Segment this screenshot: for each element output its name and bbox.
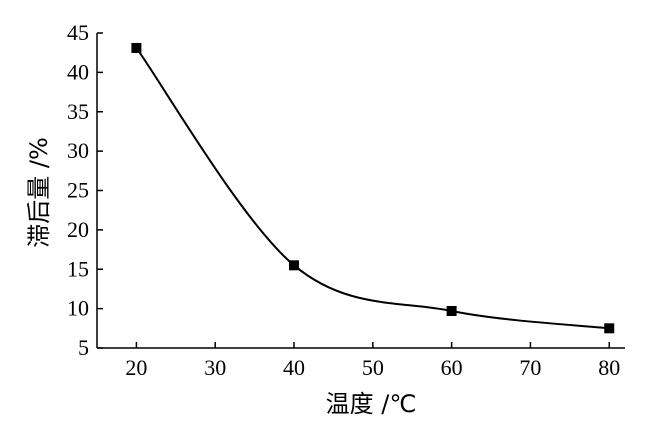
y-tick-label: 5 <box>78 335 89 360</box>
x-tick-label: 50 <box>362 355 384 380</box>
data-point-marker <box>446 305 457 316</box>
y-axis-title: 滞后量 /% <box>25 137 53 248</box>
y-tick-label: 45 <box>67 20 89 45</box>
y-tick-label: 40 <box>67 59 89 84</box>
y-tick-label: 30 <box>67 138 89 163</box>
y-tick-label: 10 <box>67 296 89 321</box>
data-point-marker <box>604 323 615 334</box>
y-tick-label: 15 <box>67 256 89 281</box>
series-layer <box>131 42 615 334</box>
x-tick-label: 40 <box>283 355 305 380</box>
y-tick-label: 20 <box>67 217 89 242</box>
axes <box>96 33 625 349</box>
x-tick-label: 80 <box>598 355 620 380</box>
x-tick-label: 70 <box>519 355 541 380</box>
y-tick-label: 25 <box>67 178 89 203</box>
x-tick-label: 20 <box>125 355 147 380</box>
y-ticks: 5 10 15 20 25 30 35 40 45 <box>67 20 103 360</box>
x-tick-label: 60 <box>441 355 463 380</box>
data-point-marker <box>131 42 142 53</box>
y-tick-label: 35 <box>67 99 89 124</box>
series-line <box>135 47 610 330</box>
x-tick-label: 30 <box>204 355 226 380</box>
x-axis-title: 温度 /℃ <box>326 390 417 418</box>
x-ticks: 20 30 40 50 60 70 80 <box>125 342 620 380</box>
data-point-marker <box>289 260 300 271</box>
